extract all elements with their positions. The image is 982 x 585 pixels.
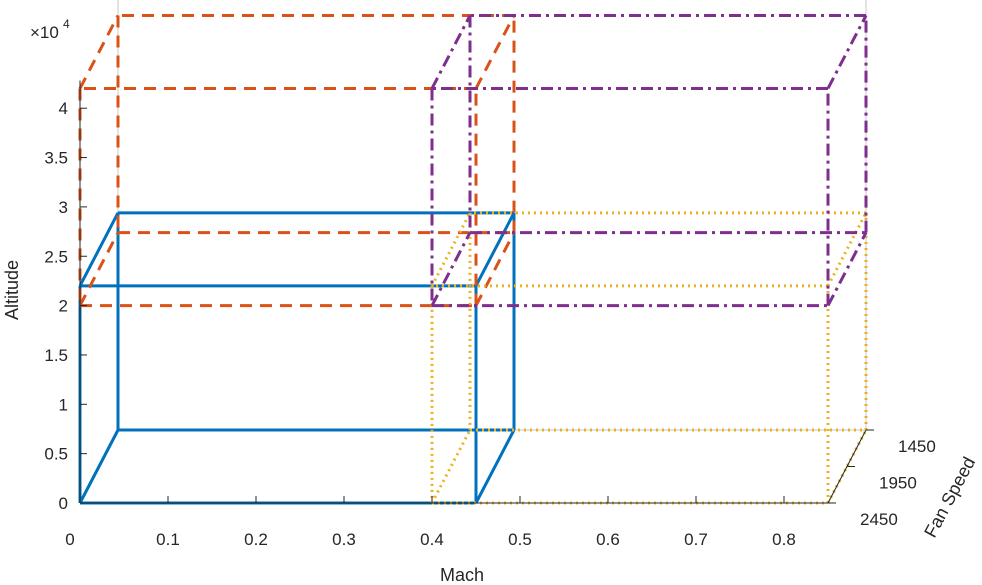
y-exponent-base: ×10 [30, 23, 59, 42]
x-tick-label: 0.8 [772, 530, 796, 549]
x-tick-label: 0.6 [596, 530, 620, 549]
x-tick-label: 0.5 [508, 530, 532, 549]
y-axis-title: Altitude [2, 260, 22, 320]
back-frame [117, 0, 867, 431]
y-tick-label: 1.5 [44, 346, 68, 365]
x-tick-label: 0.2 [244, 530, 268, 549]
y-tick-label: 0 [59, 494, 68, 513]
x-tick-label: 0.7 [684, 530, 708, 549]
y-tick-label: 3.5 [44, 149, 68, 168]
y-tick-label: 3 [59, 198, 68, 217]
y-tick-label: 4 [59, 99, 68, 118]
y-tick-label: 2.5 [44, 247, 68, 266]
plot-boxes [78, 13, 868, 505]
z-axis-title: Fan Speed [920, 454, 979, 541]
x-tick-label: 0.1 [156, 530, 180, 549]
y-tick-label: 0.5 [44, 445, 68, 464]
y-tick-label: 1 [59, 395, 68, 414]
x-tick-label: 0.4 [420, 530, 444, 549]
z-tick-label: 1950 [879, 474, 917, 493]
region-box [78, 211, 516, 505]
region-box [78, 13, 516, 308]
x-axis-title: Mach [440, 565, 484, 585]
z-tick-label: 2450 [860, 510, 898, 529]
y-exponent-power: 4 [63, 17, 70, 31]
axes-back [117, 0, 867, 431]
x-tick-label: 0.3 [332, 530, 356, 549]
region-box [430, 13, 868, 308]
y-tick-label: 2 [59, 297, 68, 316]
axes-front: 0 0.5 1 1.5 2 2.5 3 3.5 4 0 0.1 0.2 0.3 0.4 0.5 0.6 0.7 0… [44, 80, 936, 549]
x-tick-label: 0 [65, 530, 74, 549]
z-tick-label: 1450 [898, 437, 936, 456]
